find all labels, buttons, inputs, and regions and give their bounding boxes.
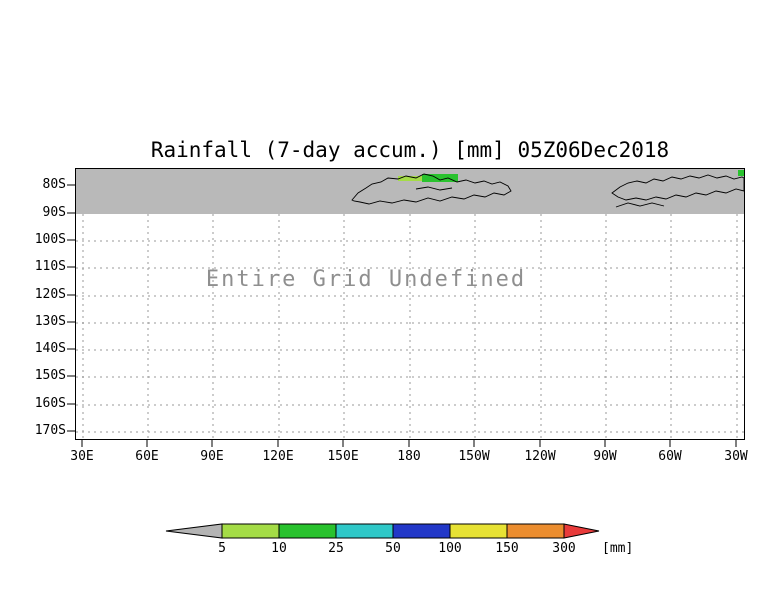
y-axis-label-150s: 150S	[34, 368, 66, 383]
colorbar	[165, 523, 600, 539]
x-axis-label-120e: 120E	[262, 449, 294, 464]
x-axis-label-150e: 150E	[327, 449, 359, 464]
y-axis-label-130s: 130S	[34, 314, 66, 329]
colorbar-segment-100-150	[449, 523, 508, 539]
x-axis-ticks	[81, 440, 737, 447]
x-axis-label-150w: 150W	[458, 449, 490, 464]
y-axis-label-120s: 120S	[34, 287, 66, 302]
colorbar-segment-150-300	[506, 523, 565, 539]
y-axis-label-170s: 170S	[34, 423, 66, 438]
colorbar-label-25: 25	[328, 541, 344, 556]
colorbar-segment-50-100	[392, 523, 451, 539]
colorbar-above-arrow	[563, 523, 600, 539]
colorbar-label-300: 300	[552, 541, 576, 556]
rainfall-patch-right-edge	[738, 170, 744, 176]
y-axis-ticks	[67, 184, 75, 432]
map-overlay-svg	[76, 170, 744, 439]
map-plot-area: Entire Grid Undefined	[75, 168, 745, 440]
coastline-right	[611, 174, 744, 201]
x-axis-label-90w: 90W	[593, 449, 617, 464]
x-axis-label-60w: 60W	[658, 449, 682, 464]
colorbar-segment-25-50	[335, 523, 394, 539]
colorbar-label-150: 150	[495, 541, 519, 556]
rainfall-patch-light-green	[398, 176, 424, 181]
y-axis-label-110s: 110S	[34, 259, 66, 274]
x-axis-label-30e: 30E	[70, 449, 94, 464]
x-axis-label-90e: 90E	[200, 449, 224, 464]
y-axis-label-90s: 90S	[42, 205, 66, 220]
x-axis-label-30w: 30W	[724, 449, 748, 464]
y-axis-label-160s: 160S	[34, 396, 66, 411]
colorbar-unit-label: [mm]	[602, 541, 634, 556]
y-axis-label-140s: 140S	[34, 341, 66, 356]
coastline-right-detail	[615, 202, 665, 208]
rainfall-patch-green	[422, 174, 458, 182]
colorbar-label-100: 100	[438, 541, 462, 556]
x-axis-label-60e: 60E	[135, 449, 159, 464]
colorbar-label-10: 10	[271, 541, 287, 556]
y-axis-label-80s: 80S	[42, 177, 66, 192]
colorbar-segment-10-25	[278, 523, 337, 539]
x-axis-label-180: 180	[397, 449, 421, 464]
gridlines	[76, 214, 744, 439]
colorbar-segment-5-10	[221, 523, 280, 539]
colorbar-label-50: 50	[385, 541, 401, 556]
colorbar-below-arrow	[165, 523, 223, 539]
grid-undefined-message: Entire Grid Undefined	[205, 267, 527, 292]
plot-title: Rainfall (7-day accum.) [mm] 05Z06Dec201…	[150, 138, 670, 162]
coastlines	[351, 173, 744, 208]
x-axis-label-120w: 120W	[524, 449, 556, 464]
coastline-left	[351, 173, 512, 205]
colorbar-label-5: 5	[218, 541, 226, 556]
coastline-left-detail	[415, 186, 453, 191]
y-axis-label-100s: 100S	[34, 232, 66, 247]
